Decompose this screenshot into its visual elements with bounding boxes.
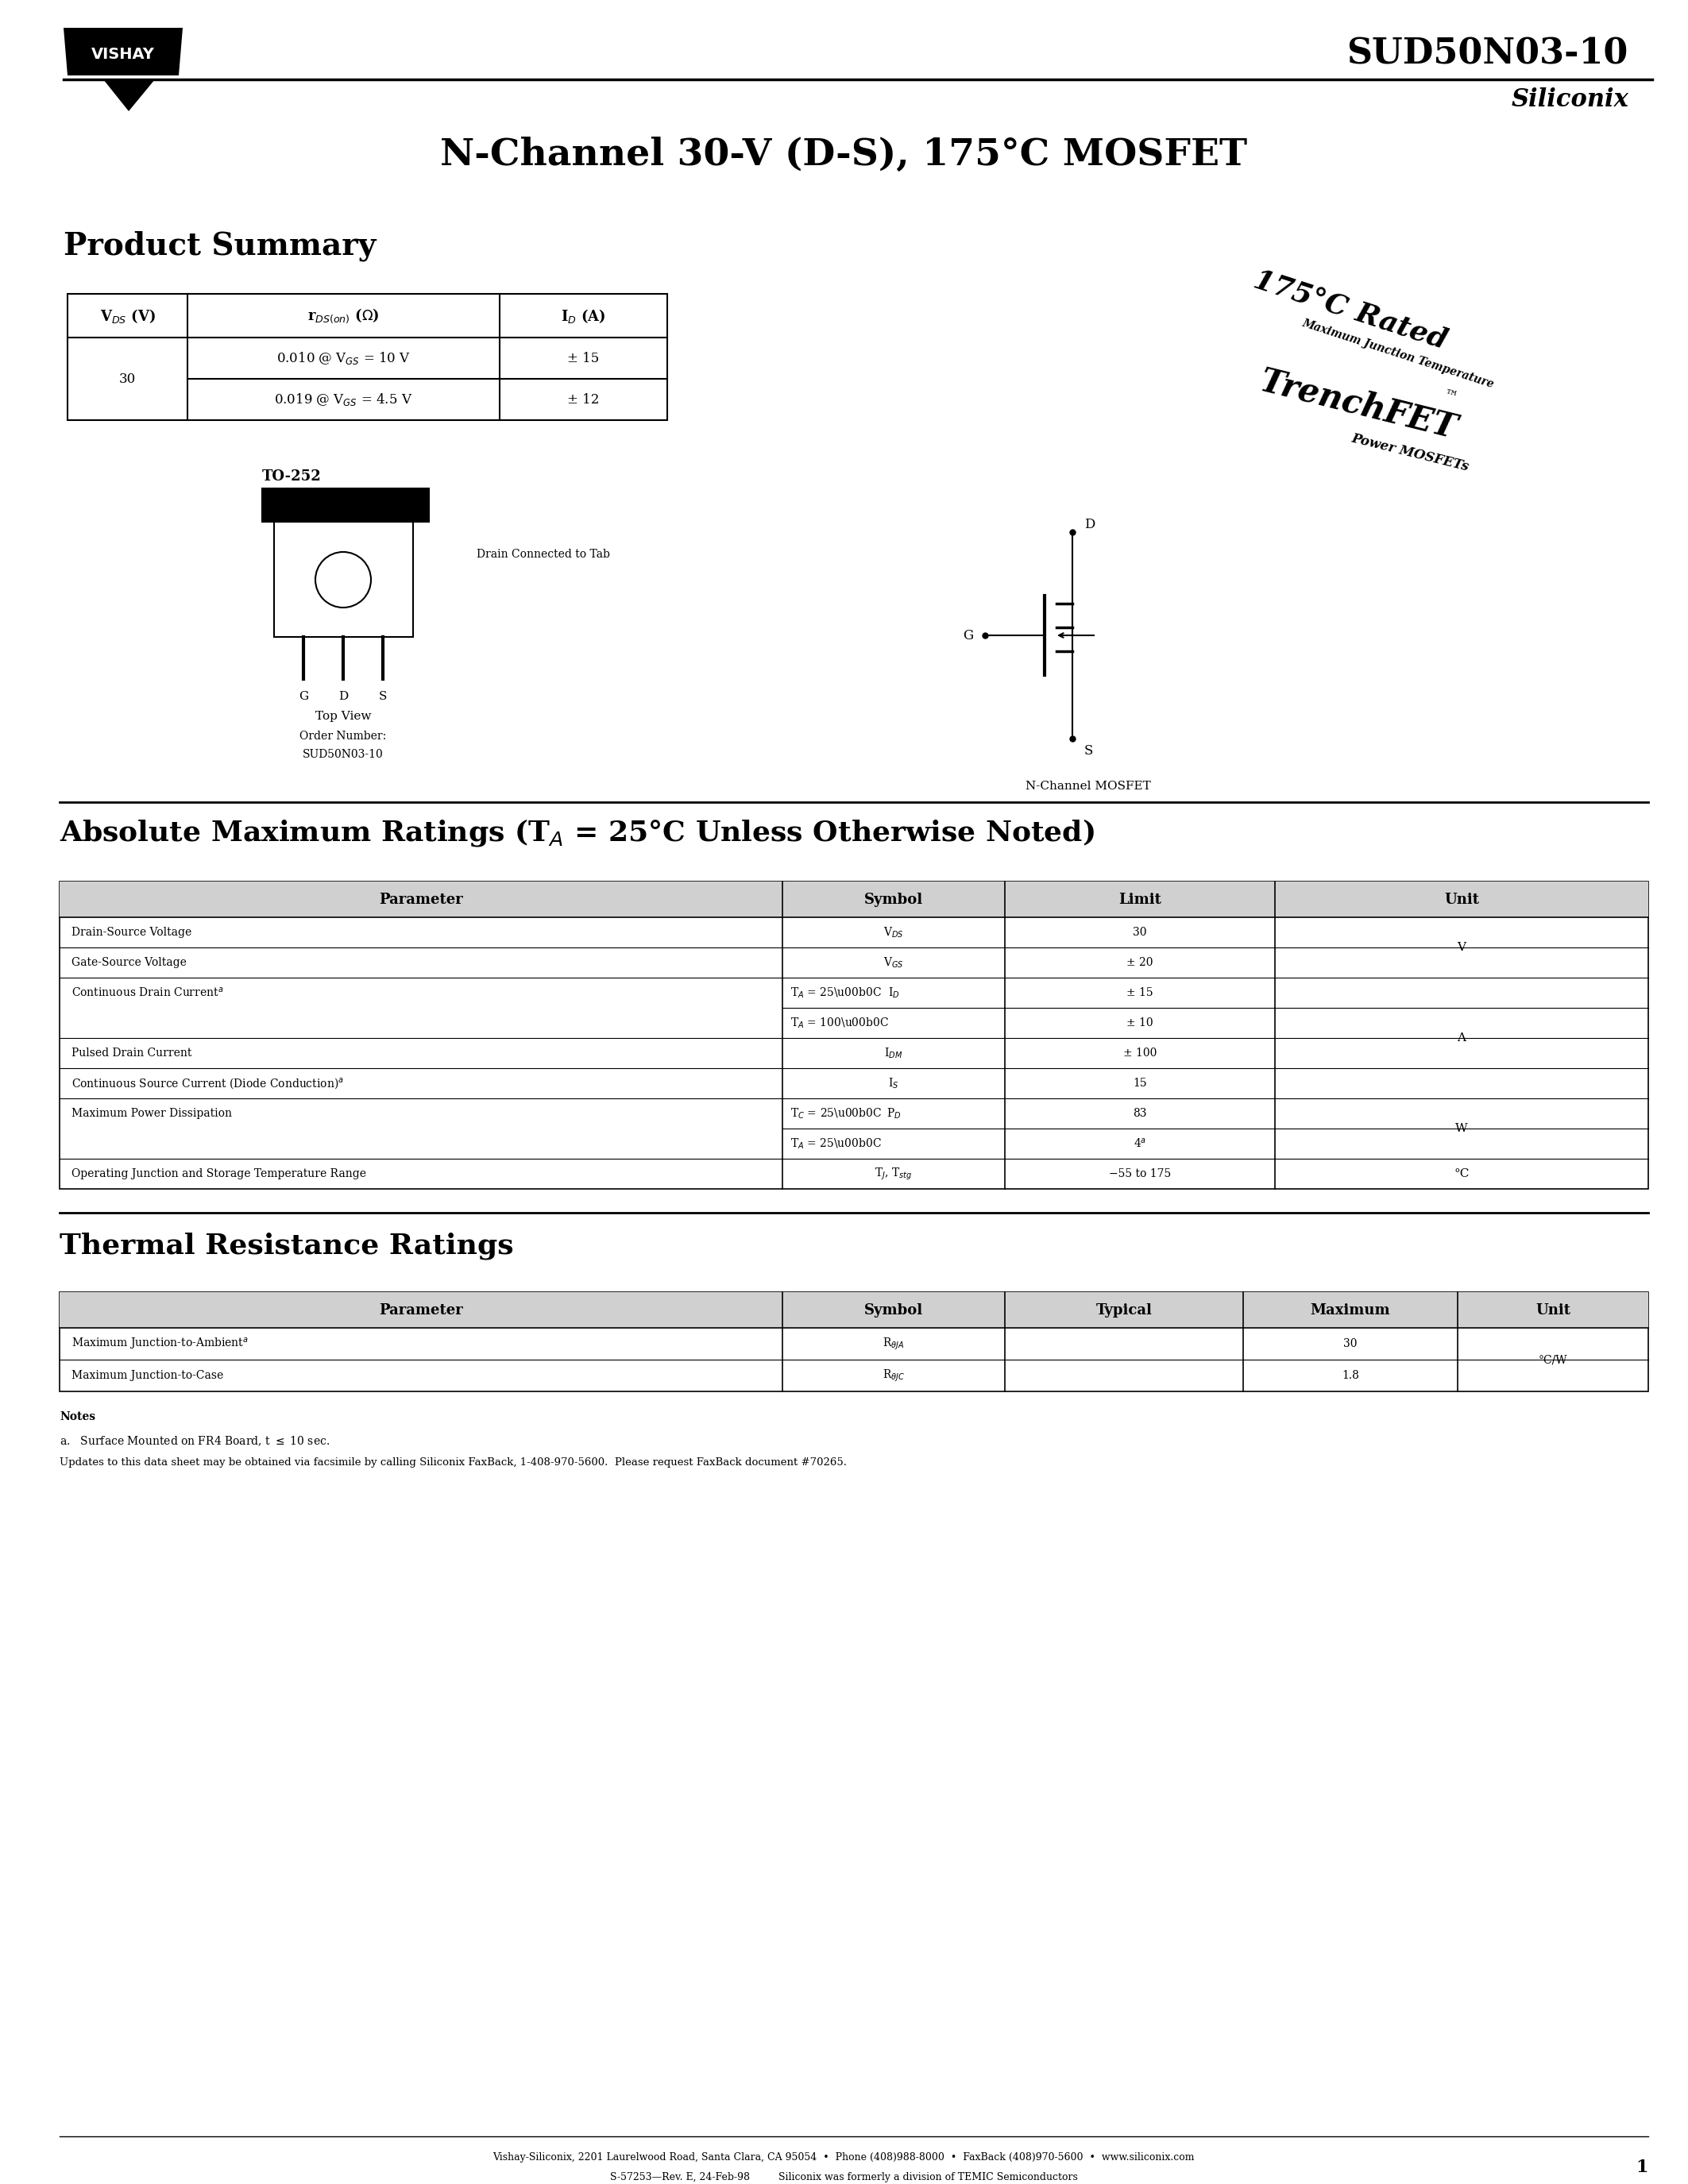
Text: Power MOSFETs: Power MOSFETs [1350,432,1470,474]
Text: I$_D$ (A): I$_D$ (A) [560,308,606,325]
Text: 1: 1 [1636,2158,1647,2175]
Text: Thermal Resistance Ratings: Thermal Resistance Ratings [59,1232,513,1260]
Text: Unit: Unit [1536,1304,1570,1317]
Text: 30: 30 [120,371,137,387]
Text: TrenchFET: TrenchFET [1256,365,1460,446]
Text: 30: 30 [1344,1339,1357,1350]
Text: Limit: Limit [1119,893,1161,906]
Text: S-57253—Rev. E, 24-Feb-98         Siliconix was formerly a division of TEMIC Sem: S-57253—Rev. E, 24-Feb-98 Siliconix was … [609,2173,1077,2182]
Bar [273,522,414,638]
Text: I$_D$: I$_D$ [888,985,900,1000]
Text: T$_J$, T$_{stg}$: T$_J$, T$_{stg}$ [874,1166,913,1182]
Text: V$_{DS}$ (V): V$_{DS}$ (V) [100,308,155,325]
Text: T$_A$ = 25\u00b0C: T$_A$ = 25\u00b0C [790,985,881,1000]
Bar [59,882,1647,1188]
Text: 30: 30 [1133,926,1146,937]
Text: T$_A$ = 100\u00b0C: T$_A$ = 100\u00b0C [790,1016,890,1031]
Text: Typical: Typical [1096,1304,1153,1317]
Text: W: W [1455,1123,1469,1133]
Text: Parameter: Parameter [380,1304,463,1317]
Text: Maximum: Maximum [1310,1304,1391,1317]
Text: Continuous Drain Current$^a$: Continuous Drain Current$^a$ [71,987,223,998]
Text: V: V [1457,941,1465,952]
Text: Notes: Notes [59,1411,96,1422]
Text: I$_{DM}$: I$_{DM}$ [885,1046,903,1059]
Text: Maximum Junction-to-Case: Maximum Junction-to-Case [71,1369,223,1380]
Bar [59,882,1647,917]
Text: Pulsed Drain Current: Pulsed Drain Current [71,1048,192,1059]
Text: R$_{\theta JA}$: R$_{\theta JA}$ [883,1337,905,1352]
Text: Maximum Junction-to-Ambient$^a$: Maximum Junction-to-Ambient$^a$ [71,1337,248,1352]
Text: r$_{DS(on)}$ ($\Omega$): r$_{DS(on)}$ ($\Omega$) [307,306,380,325]
Text: Symbol: Symbol [864,893,923,906]
Text: ± 10: ± 10 [1126,1018,1153,1029]
Text: V$_{GS}$: V$_{GS}$ [883,957,903,970]
Text: R$_{\theta JC}$: R$_{\theta JC}$ [883,1367,905,1382]
Text: T$_C$ = 25\u00b0C: T$_C$ = 25\u00b0C [790,1107,881,1120]
Text: T$_A$ = 25\u00b0C: T$_A$ = 25\u00b0C [790,1136,881,1151]
Text: Drain-Source Voltage: Drain-Source Voltage [71,926,192,937]
Text: G: G [299,690,309,701]
Text: 1.8: 1.8 [1342,1369,1359,1380]
Text: D: D [338,690,348,701]
Text: Vishay-Siliconix, 2201 Laurelwood Road, Santa Clara, CA 95054  •  Phone (408)988: Vishay-Siliconix, 2201 Laurelwood Road, … [493,2151,1195,2162]
Text: ± 100: ± 100 [1123,1048,1156,1059]
Text: N-Channel MOSFET: N-Channel MOSFET [1026,780,1151,793]
Text: 83: 83 [1133,1107,1146,1118]
Text: a.   Surface Mounted on FR4 Board, t $\leq$ 10 sec.: a. Surface Mounted on FR4 Board, t $\leq… [59,1435,329,1448]
Text: N-Channel 30-V (D-S), 175°C MOSFET: N-Channel 30-V (D-S), 175°C MOSFET [441,138,1247,173]
Text: SUD50N03-10: SUD50N03-10 [302,749,383,760]
Text: P$_D$: P$_D$ [886,1107,901,1120]
Text: °C: °C [1453,1168,1469,1179]
Polygon shape [103,79,155,111]
Text: ± 15: ± 15 [567,352,599,365]
Text: I$_S$: I$_S$ [888,1077,900,1090]
Text: Product Summary: Product Summary [64,232,376,262]
Text: D: D [1084,518,1096,531]
Text: Maximum Power Dissipation: Maximum Power Dissipation [71,1107,231,1118]
Text: Siliconix: Siliconix [1511,87,1629,111]
Text: ™: ™ [1442,389,1458,406]
Text: A: A [1457,1033,1465,1044]
Text: Top View: Top View [316,710,371,723]
Text: VISHAY: VISHAY [91,46,155,61]
Text: ± 12: ± 12 [567,393,599,406]
Text: S: S [378,690,387,701]
Text: 4$^a$: 4$^a$ [1133,1138,1146,1151]
Text: °C/W: °C/W [1538,1354,1568,1365]
Text: Operating Junction and Storage Temperature Range: Operating Junction and Storage Temperatu… [71,1168,366,1179]
Bar [59,1293,1647,1328]
Text: Drain Connected to Tab: Drain Connected to Tab [476,548,609,559]
Text: Gate-Source Voltage: Gate-Source Voltage [71,957,187,968]
Text: Continuous Source Current (Diode Conduction)$^a$: Continuous Source Current (Diode Conduct… [71,1077,344,1090]
Bar [59,1293,1647,1391]
Polygon shape [64,28,182,76]
Text: ± 20: ± 20 [1126,957,1153,968]
Bar [262,489,429,522]
Text: Parameter: Parameter [380,893,463,906]
Text: V$_{DS}$: V$_{DS}$ [883,926,903,939]
Text: SUD50N03-10: SUD50N03-10 [1347,37,1629,72]
Text: G: G [962,629,972,642]
Text: Updates to this data sheet may be obtained via facsimile by calling Siliconix Fa: Updates to this data sheet may be obtain… [59,1457,847,1468]
Text: Unit: Unit [1445,893,1479,906]
Text: 15: 15 [1133,1077,1146,1090]
Text: Absolute Maximum Ratings (T$_A$ = 25°C Unless Otherwise Noted): Absolute Maximum Ratings (T$_A$ = 25°C U… [59,817,1094,847]
Text: 0.010 @ V$_{GS}$ = 10 V: 0.010 @ V$_{GS}$ = 10 V [277,349,410,367]
Text: 0.019 @ V$_{GS}$ = 4.5 V: 0.019 @ V$_{GS}$ = 4.5 V [273,391,412,408]
Text: −55 to 175: −55 to 175 [1109,1168,1171,1179]
Bar [68,295,667,419]
Text: Maximum Junction Temperature: Maximum Junction Temperature [1301,317,1496,389]
Text: ± 15: ± 15 [1126,987,1153,998]
Text: Order Number:: Order Number: [300,732,387,743]
Text: TO-252: TO-252 [262,470,321,483]
Text: 175°C Rated: 175°C Rated [1251,266,1450,354]
Text: S: S [1084,745,1094,758]
Text: Symbol: Symbol [864,1304,923,1317]
